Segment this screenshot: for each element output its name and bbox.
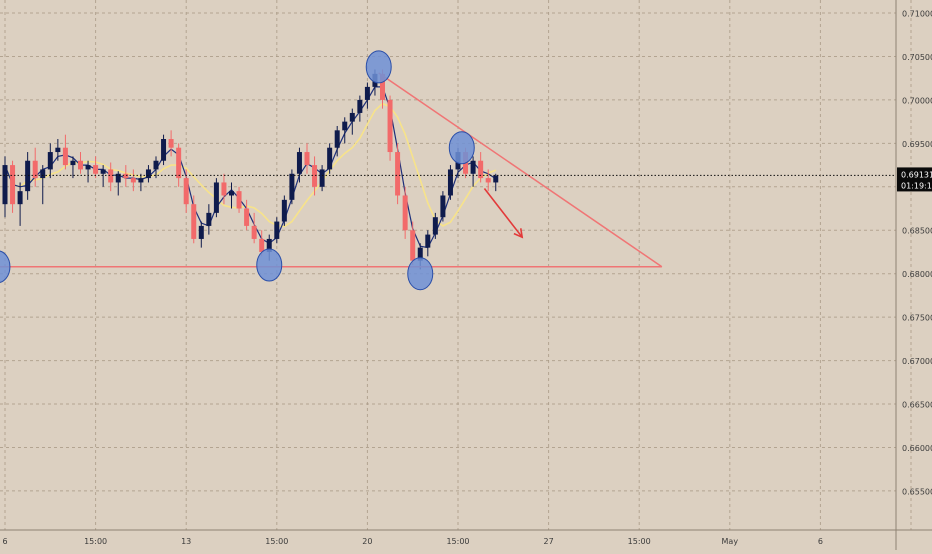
pivot-circle-marker[interactable] xyxy=(256,248,283,282)
candle-body[interactable] xyxy=(274,221,280,239)
candle-body[interactable] xyxy=(47,152,53,170)
y-tick-label: 0.67500 xyxy=(902,314,932,323)
candle-body[interactable] xyxy=(108,169,114,183)
candle-body[interactable] xyxy=(281,199,287,222)
candle-body[interactable] xyxy=(251,225,257,239)
candle-body[interactable] xyxy=(349,112,355,122)
candle-body[interactable] xyxy=(78,160,83,170)
y-tick-label: 0.67000 xyxy=(902,357,932,366)
x-tick-label: May xyxy=(722,537,739,546)
candle-body[interactable] xyxy=(478,160,484,179)
candle-body[interactable] xyxy=(470,160,476,174)
candle-body[interactable] xyxy=(40,169,46,179)
candle-body[interactable] xyxy=(115,173,121,183)
candle-body[interactable] xyxy=(70,160,76,166)
candle-body[interactable] xyxy=(221,182,227,196)
candle-body[interactable] xyxy=(138,178,144,183)
x-tick-label: 6 xyxy=(818,537,823,546)
candle-body[interactable] xyxy=(32,160,38,179)
down-arrow-shaft[interactable] xyxy=(483,188,523,238)
candle-body[interactable] xyxy=(425,234,431,248)
candle-body[interactable] xyxy=(123,173,129,179)
pivot-circle-marker[interactable] xyxy=(407,257,434,291)
y-tick-label: 0.70500 xyxy=(902,53,932,62)
pivot-circle-marker[interactable] xyxy=(448,131,475,165)
candle-body[interactable] xyxy=(153,160,159,170)
candle-body[interactable] xyxy=(357,99,363,113)
candle-body[interactable] xyxy=(447,169,453,196)
resistance-trendline[interactable] xyxy=(378,72,663,268)
y-tick-label: 0.71000 xyxy=(902,10,932,19)
x-tick-label: 6 xyxy=(2,537,7,546)
candle-body[interactable] xyxy=(334,130,340,148)
pivot-circle-marker[interactable] xyxy=(365,50,392,84)
candle-body[interactable] xyxy=(62,147,68,166)
candle-body[interactable] xyxy=(380,73,385,100)
candle-body[interactable] xyxy=(432,217,438,235)
candle-body[interactable] xyxy=(395,152,401,196)
candle-body[interactable] xyxy=(485,178,491,183)
y-tick-label: 0.68500 xyxy=(902,227,932,236)
pivot-circle-marker[interactable] xyxy=(0,250,11,283)
candle-body[interactable] xyxy=(244,208,250,226)
current-price-badge xyxy=(897,167,932,192)
candle-body[interactable] xyxy=(191,204,197,239)
candle-body[interactable] xyxy=(85,165,91,170)
candle-body[interactable] xyxy=(342,121,348,131)
y-tick-label: 0.68000 xyxy=(902,270,932,279)
x-tick-label: 15:00 xyxy=(265,537,288,546)
y-tick-label: 0.66000 xyxy=(902,444,932,453)
y-tick-label: 0.69500 xyxy=(902,140,932,149)
candle-body[interactable] xyxy=(161,139,167,161)
candle-body[interactable] xyxy=(176,147,182,179)
candle-body[interactable] xyxy=(130,178,136,183)
candle-body[interactable] xyxy=(266,238,272,252)
y-tick-label: 0.70000 xyxy=(902,96,932,105)
candle-body[interactable] xyxy=(327,147,333,170)
candle-body[interactable] xyxy=(206,212,212,226)
candle-body[interactable] xyxy=(100,169,106,174)
x-tick-label: 20 xyxy=(362,537,372,546)
candle-body[interactable] xyxy=(213,182,219,213)
candle-body[interactable] xyxy=(183,178,189,205)
candle-body[interactable] xyxy=(17,191,23,205)
candle-body[interactable] xyxy=(319,169,325,187)
candle-body[interactable] xyxy=(296,152,302,174)
y-tick-label: 0.65500 xyxy=(902,487,932,496)
candle-body[interactable] xyxy=(493,175,499,183)
candle-body[interactable] xyxy=(364,86,370,100)
candle-body[interactable] xyxy=(2,165,8,205)
candle-body[interactable] xyxy=(440,195,446,218)
candle-body[interactable] xyxy=(168,139,174,148)
candle-body[interactable] xyxy=(312,165,318,187)
candle-body[interactable] xyxy=(410,230,416,261)
y-tick-label: 0.66500 xyxy=(902,401,932,410)
candle-body[interactable] xyxy=(93,165,99,174)
candle-body[interactable] xyxy=(387,99,393,153)
x-tick-label: 15:00 xyxy=(446,537,469,546)
x-tick-label: 15:00 xyxy=(628,537,651,546)
x-tick-label: 27 xyxy=(544,537,554,546)
candle-body[interactable] xyxy=(289,173,295,200)
current-price-label: 0.69131 xyxy=(901,170,932,179)
candle-body[interactable] xyxy=(259,238,265,252)
candle-body[interactable] xyxy=(145,169,151,179)
candle-body[interactable] xyxy=(25,160,31,192)
candle-body[interactable] xyxy=(236,191,242,209)
candle-body[interactable] xyxy=(198,225,204,239)
x-tick-label: 13 xyxy=(181,537,191,546)
candle-body[interactable] xyxy=(55,147,61,153)
candle-body[interactable] xyxy=(229,191,234,196)
candle-body[interactable] xyxy=(304,152,310,166)
candle-body[interactable] xyxy=(417,247,423,261)
candle-body[interactable] xyxy=(10,165,16,205)
x-tick-label: 15:00 xyxy=(84,537,107,546)
countdown-label: 01:19:11 xyxy=(901,181,932,190)
down-arrow-head xyxy=(513,228,524,239)
candle-body[interactable] xyxy=(402,195,408,231)
ma-slow-line xyxy=(4,102,497,228)
